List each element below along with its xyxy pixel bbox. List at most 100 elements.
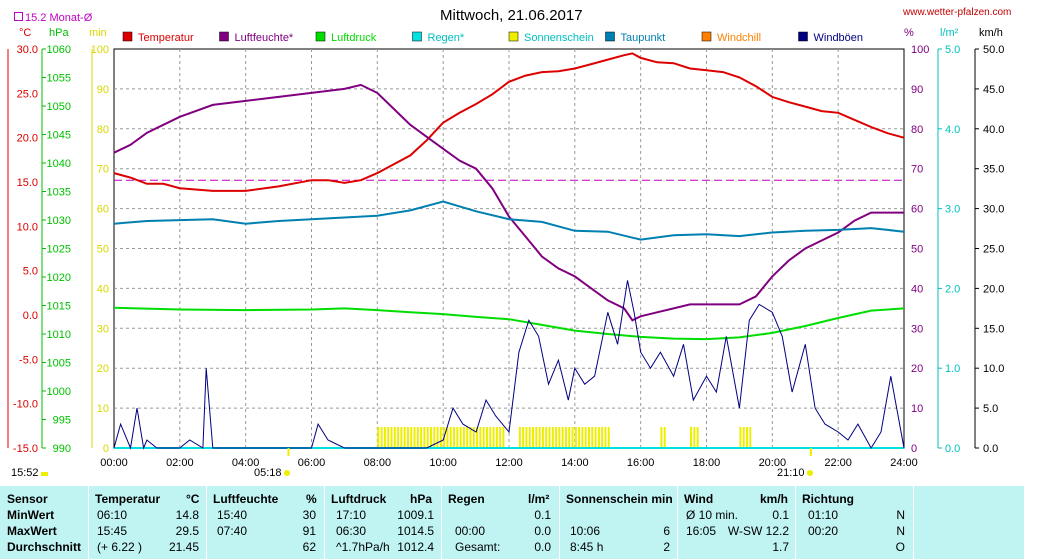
cell-press_v: 1009.1 — [397, 508, 434, 522]
monthly-avg-legend: 15.2 Monat-Ø — [14, 12, 92, 24]
legend-swatch — [605, 31, 615, 42]
tick-wind: 25.0 — [983, 244, 1004, 256]
tick-time: 12:00 — [495, 457, 523, 469]
tick-minutes: 50 — [97, 244, 109, 256]
tick-rain: 1.0 — [945, 363, 960, 375]
sunshine-bar — [476, 427, 479, 448]
tick-pressure: 995 — [53, 415, 71, 427]
sunshine-bar — [541, 427, 544, 448]
tick-minutes: 20 — [97, 363, 109, 375]
series-temperatur — [113, 52, 905, 192]
tick-minutes: 30 — [97, 323, 109, 335]
cell-rain_v: 0.1 — [534, 508, 551, 522]
tick-minutes: 100 — [91, 44, 109, 56]
cell-sun_t: 8:45 h — [570, 540, 604, 554]
tick-pressure: 1050 — [47, 101, 71, 113]
summary-table: Sensor Temperatur °C Luftfeuchte % Luftd… — [0, 486, 1024, 559]
sunshine-bar — [499, 427, 502, 448]
tick-minutes: 70 — [97, 164, 109, 176]
th-wind-unit: km/h — [760, 492, 789, 506]
sunshine-bar — [485, 427, 488, 448]
legend-swatch — [219, 31, 229, 42]
sunshine-bar — [439, 427, 442, 448]
tick-humidity: 40 — [911, 283, 923, 295]
sunshine-bar — [383, 427, 386, 448]
sunshine-bar — [518, 427, 521, 448]
sunshine-bar — [449, 427, 452, 448]
tick-minutes: 90 — [97, 84, 109, 96]
cell-dir_v: N — [896, 524, 905, 538]
chart-title: Mittwoch, 21.06.2017 — [440, 7, 583, 24]
tick-rain: 5.0 — [945, 44, 960, 56]
tick-temp: 20.0 — [17, 133, 38, 145]
tick-temp: 5.0 — [23, 266, 38, 278]
cell-sun_t: 10:06 — [570, 524, 601, 538]
tick-minutes: 80 — [97, 124, 109, 136]
legend-label: Temperatur — [138, 32, 194, 44]
sunshine-bar — [535, 427, 538, 448]
tick-wind: 15.0 — [983, 323, 1004, 335]
tick-wind: 10.0 — [983, 363, 1004, 375]
sunshine-bar — [742, 427, 745, 448]
th-dir: Richtung — [802, 492, 854, 506]
tick-rain: 0.0 — [945, 443, 960, 455]
tick-pressure: 1025 — [47, 244, 71, 256]
tick-wind: 35.0 — [983, 164, 1004, 176]
sunshine-bar — [660, 427, 663, 448]
cell-wind_v: 0.1 — [772, 508, 789, 522]
th-temp: Temperatur — [95, 492, 161, 506]
series-windben — [113, 280, 905, 450]
tick-rain: 3.0 — [945, 204, 960, 216]
sunshine-bar — [663, 427, 666, 448]
legend-swatch — [122, 31, 133, 42]
tick-time: 02:00 — [166, 457, 194, 469]
sunshine-bar — [746, 427, 748, 448]
tick-humidity: 80 — [911, 124, 923, 136]
sunshine-bar — [446, 427, 449, 448]
cell-label: Durchschnitt — [7, 540, 82, 554]
sunshine-bar — [479, 427, 482, 448]
sunrise-icon — [283, 470, 290, 476]
th-rain: Regen — [448, 492, 485, 506]
tick-time: 06:00 — [298, 457, 326, 469]
tick-time: 00:00 — [100, 457, 128, 469]
sunshine-bar — [581, 427, 584, 448]
sunshine-bar — [607, 427, 610, 448]
tick-pressure: 1020 — [47, 272, 71, 284]
sunshine-bar — [393, 427, 396, 448]
sunshine-bar — [466, 427, 469, 448]
cell-temp_t: 15:45 — [97, 524, 128, 538]
tick-time: 04:00 — [232, 457, 260, 469]
sunshine-bar — [453, 427, 456, 448]
tick-wind: 40.0 — [983, 124, 1004, 136]
sunshine-bar — [377, 427, 380, 448]
legend-swatch — [701, 31, 712, 42]
tick-temp: 0.0 — [23, 310, 38, 322]
tick-minutes: 40 — [97, 283, 109, 295]
sunshine-bar — [410, 427, 413, 448]
sunshine-bar — [588, 427, 590, 448]
sunshine-bar — [696, 427, 699, 448]
sunshine-bar — [436, 427, 439, 448]
sunshine-bar — [413, 427, 416, 448]
th-temp-unit: °C — [186, 492, 200, 506]
unit-celsius: °C — [19, 27, 32, 39]
cell-wind_t: Ø 10 min. — [686, 508, 739, 522]
legend-label: Sonnenschein — [524, 32, 594, 44]
cell-rain_v: 0.0 — [534, 540, 551, 554]
cell-dir_v: O — [895, 540, 905, 554]
sunshine-bar — [420, 427, 423, 448]
sunshine-bar — [403, 427, 406, 448]
tick-wind: 45.0 — [983, 84, 1004, 96]
th-sun: Sonnenschein min — [566, 492, 673, 506]
cell-temp_v: 14.8 — [175, 508, 199, 522]
tick-temp: -10.0 — [13, 399, 38, 411]
legend-swatch — [798, 31, 808, 42]
legend-swatch — [315, 31, 326, 42]
th-wind: Wind — [684, 492, 714, 506]
sunshine-bar — [568, 427, 571, 448]
site-link[interactable]: www.wetter-pfalzen.com — [903, 7, 1012, 18]
sunshine-bar — [390, 427, 393, 448]
cell-press_t: ^1.7hPa/h — [336, 540, 390, 554]
legend-label: Regen* — [428, 32, 465, 44]
